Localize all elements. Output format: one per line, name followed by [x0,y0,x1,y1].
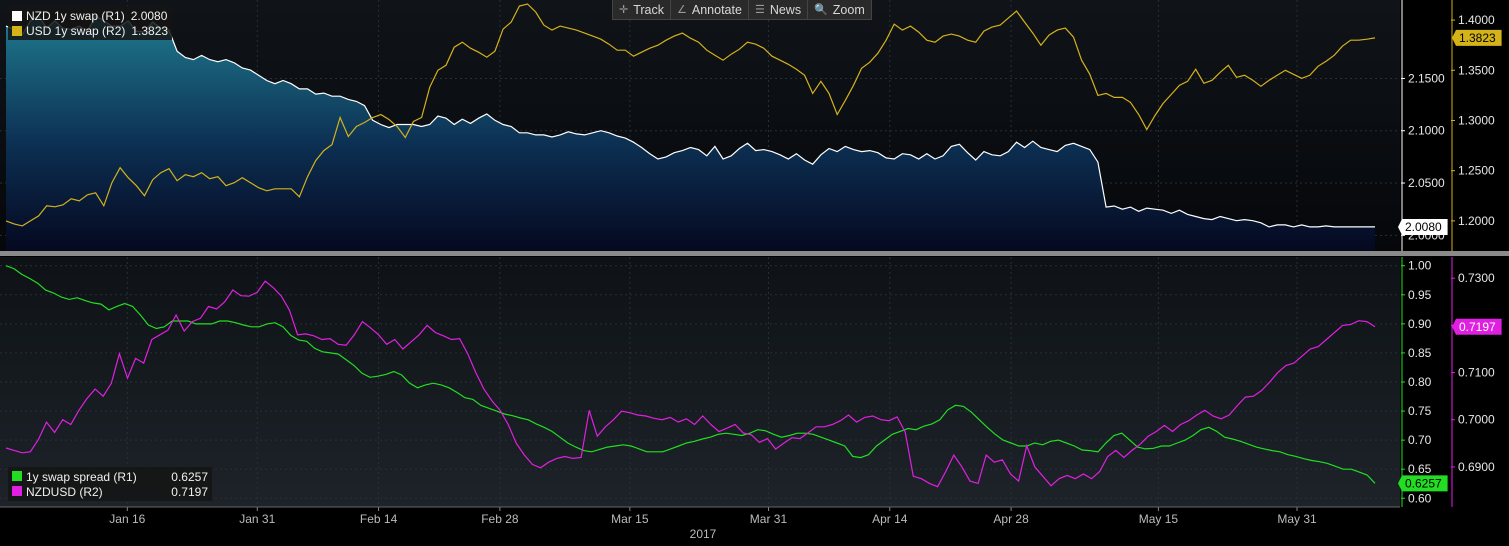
last-value-tag-spread: 0.6257 [1405,476,1442,490]
x-tick-label: Mar 31 [750,512,788,526]
series-area-nzd-1y-swap-r1 [6,15,1375,252]
bottom-left-axis-tick-label: 0.60 [1408,491,1432,505]
x-tick-label: May 31 [1277,512,1317,526]
bottom-right-axis-tick-label: 0.7000 [1458,413,1495,427]
legend-value-nzdusd: 0.7197 [171,484,208,499]
zoom-button[interactable]: 🔍 Zoom [808,0,871,19]
last-value-tag-nzdusd: 0.7197 [1459,320,1496,334]
bottom-left-axis-tick-label: 0.90 [1408,317,1432,331]
news-icon: ☰ [754,4,765,16]
top-left-axis-tick-label: 2.1000 [1408,124,1445,138]
series-line-nzd-1y-swap-r1[interactable] [5,14,1375,228]
legend-value-usd: 1.3823 [131,23,169,38]
legend-entry-spread[interactable]: 1y swap spread (R1) 0.6257 [12,469,208,484]
top-right-axis-tick-label: 1.2000 [1458,214,1495,228]
bottom-right-axis-tick-label: 0.6900 [1458,460,1495,474]
bottom-left-axis-tick-label: 0.80 [1408,375,1432,389]
series-line-1y-swap-spread-r1[interactable] [5,265,1376,484]
bottom-right-axis-tick-label: 0.7300 [1458,271,1495,285]
legend-label-usd: USD 1y swap (R2) [26,23,126,38]
magnifier-icon: 🔍 [814,4,828,16]
legend-swatch-nzdusd [12,485,22,496]
legend-swatch-usd [12,25,22,36]
bottom-left-axis-tick-label: 0.75 [1408,404,1432,418]
x-tick-label: Apr 14 [872,512,908,526]
legend-entry-nzdusd[interactable]: NZDUSD (R2) 0.7197 [12,484,208,499]
news-button[interactable]: ☰ News [749,0,809,19]
x-tick-label: Jan 16 [109,512,145,526]
top-right-axis-tick-label: 1.4000 [1458,13,1495,27]
panel-divider[interactable] [0,251,1509,256]
bottom-left-axis-tick-label: 0.95 [1408,288,1432,302]
legend-label-nzdusd: NZDUSD (R2) [26,484,103,499]
zoom-label: Zoom [832,2,865,17]
x-tick-label: May 15 [1139,512,1179,526]
bottom-left-axis-tick-label: 1.00 [1408,259,1432,273]
top-left-axis-tick-label: 2.1500 [1408,71,1445,85]
area-layer [6,15,1375,252]
news-label: News [769,2,802,17]
legend-bottom: 1y swap spread (R1) 0.6257 NZDUSD (R2) 0… [8,467,212,501]
annotate-label: Annotate [691,2,742,17]
x-tick-label: Feb 14 [360,512,398,526]
last-value-tag-nzd-bg [1398,218,1448,235]
bottom-left-axis-tick-label: 0.85 [1408,346,1432,360]
x-tick-label: Apr 28 [993,512,1029,526]
last-value-tag-usd-bg [1452,29,1502,46]
crosshair-icon: ✛ [619,4,629,16]
bottom-left-axis-tick-label: 0.65 [1408,462,1432,476]
last-value-tag-nzd: 2.0080 [1405,220,1442,234]
track-button[interactable]: ✛ Track [613,0,672,19]
last-value-tag-spread-bg [1398,475,1448,492]
chart-toolbar: ✛ Track ∠ Annotate ☰ News 🔍 Zoom [612,0,872,20]
legend-value-spread: 0.6257 [171,469,208,484]
line-layer [5,3,1376,488]
legend-label-nzd: NZD 1y swap (R1) [26,8,125,23]
series-line-usd-1y-swap-r2[interactable] [5,3,1376,227]
pencil-icon: ∠ [677,4,687,16]
top-right-axis-tick-label: 1.3500 [1458,63,1495,77]
x-tick-label: Mar 15 [611,512,649,526]
legend-value-nzd: 2.0080 [130,8,168,23]
legend-label-spread: 1y swap spread (R1) [26,469,137,484]
legend-swatch-nzd [12,10,22,21]
last-value-tag-usd: 1.3823 [1459,31,1496,45]
legend-swatch-spread [12,470,22,481]
legend-entry-nzd[interactable]: NZD 1y swap (R1) 2.0080 [12,8,168,23]
top-right-axis-tick-label: 1.2500 [1458,164,1495,178]
top-left-axis-tick-label: 2.0500 [1408,176,1445,190]
track-label: Track [633,2,665,17]
last-value-tag-nzdusd-bg [1452,318,1502,335]
annotate-button[interactable]: ∠ Annotate [671,0,749,19]
x-tick-label: Jan 31 [239,512,275,526]
x-year-label: 2017 [690,527,717,541]
x-tick-label: Feb 28 [481,512,519,526]
top-right-axis-tick-label: 1.3000 [1458,113,1495,127]
series-line-nzdusd-r2[interactable] [5,280,1376,488]
bottom-left-axis-tick-label: 0.70 [1408,433,1432,447]
legend-top: NZD 1y swap (R1) 2.0080 USD 1y swap (R2)… [8,6,173,40]
bottom-right-axis-tick-label: 0.7100 [1458,366,1495,380]
legend-entry-usd[interactable]: USD 1y swap (R2) 1.3823 [12,23,168,38]
tag-layer: 2.0080 1.3823 0.6257 0.7197 [1398,29,1502,492]
